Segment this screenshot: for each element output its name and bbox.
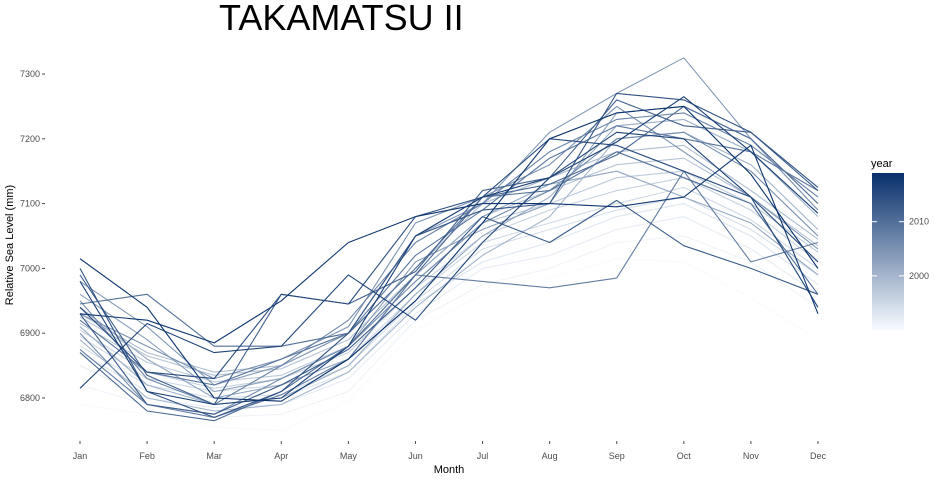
series-line-2000 (79, 131, 819, 412)
x-tick-label: Jan (73, 451, 88, 461)
series-line-2011 (79, 105, 819, 422)
x-axis-title: Month (434, 464, 465, 476)
x-tick-label: May (340, 451, 358, 461)
x-tick-label: Apr (274, 451, 288, 461)
series-line-1995 (79, 186, 819, 393)
series-line-1994 (79, 196, 819, 399)
series-line-2019 (79, 105, 819, 402)
legend-ticks: 2000 2010 (872, 217, 929, 281)
legend-colorbar (872, 173, 904, 330)
x-tick-label: Sep (609, 451, 625, 461)
series-line-2017 (79, 96, 819, 406)
series-line-1993 (79, 203, 819, 406)
series-line-2016 (79, 131, 819, 389)
legend-label: 2010 (909, 217, 929, 227)
x-tick-label: Aug (542, 451, 558, 461)
y-tick-label: 6800 (20, 393, 40, 403)
legend-label: 2000 (909, 271, 929, 281)
series-line-1991 (79, 235, 819, 418)
y-tick-label: 7000 (20, 263, 40, 273)
x-tick-label: Oct (677, 451, 692, 461)
x-tick-label: Dec (810, 451, 827, 461)
series-line-2009 (79, 125, 819, 386)
series-line-2010 (79, 151, 819, 347)
series-line-2018 (79, 144, 819, 344)
series-line-1992 (79, 216, 819, 409)
series-line-2003 (79, 105, 819, 393)
y-tick-label: 7100 (20, 199, 40, 209)
x-tick-label: Feb (139, 451, 155, 461)
series-line-2006 (79, 131, 819, 415)
legend: year 2000 2010 (871, 158, 929, 330)
chart-title: TAKAMATSU II (219, 0, 464, 38)
series-line-2008 (79, 170, 819, 418)
legend-title: year (871, 158, 893, 170)
series-line-2007 (79, 112, 819, 406)
y-tick-label: 6900 (20, 328, 40, 338)
series-line-1990 (79, 258, 819, 431)
series-line-2001 (79, 118, 819, 406)
series-line-2012 (79, 99, 819, 406)
series-lines (79, 57, 819, 431)
y-tick-label: 7300 (20, 69, 40, 79)
series-line-2004 (79, 57, 819, 386)
x-tick-label: Nov (743, 451, 760, 461)
y-axis: 6800 6900 7000 7100 7200 7300 (20, 69, 45, 403)
x-axis: Jan Feb Mar Apr May Jun Jul Aug Sep Oct Nov Dec (73, 441, 827, 461)
y-axis-title: Relative Sea Level (mm) (4, 185, 16, 305)
series-line-2005 (79, 105, 819, 380)
series-line-2015 (79, 138, 819, 380)
x-tick-label: Jul (477, 451, 489, 461)
x-tick-label: Mar (206, 451, 222, 461)
y-tick-label: 7200 (20, 134, 40, 144)
x-tick-label: Jun (408, 451, 423, 461)
